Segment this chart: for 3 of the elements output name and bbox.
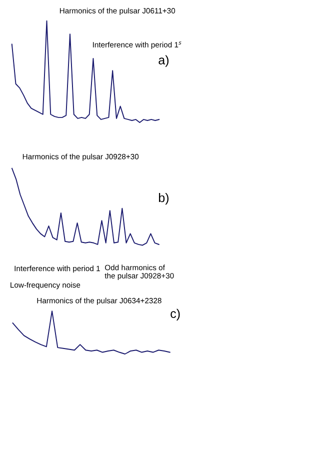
chart-title: c) — [170, 308, 180, 320]
text: b) — [158, 192, 169, 205]
text: a) — [158, 55, 169, 67]
